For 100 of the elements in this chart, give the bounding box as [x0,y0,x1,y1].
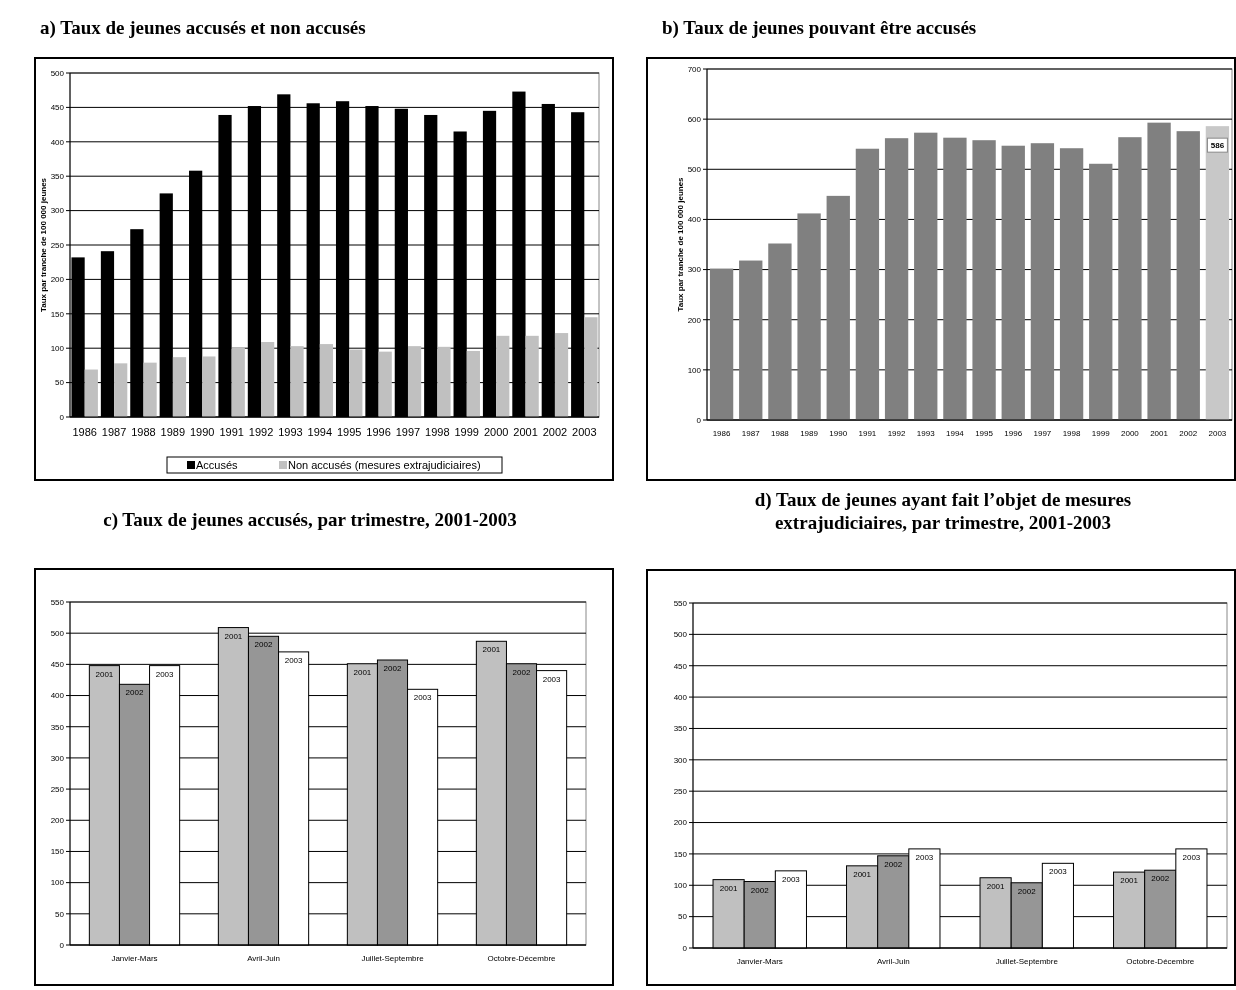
y-tick-label: 450 [673,661,688,671]
series-label: 2001 [95,669,114,679]
text: 2001 [224,631,243,641]
x-tick-label: 1994 [946,429,965,438]
x-tick-label: 2000 [1121,429,1140,438]
y-tick-label: 500 [50,628,65,638]
x-tick-label: 2003 [572,426,597,438]
category-label: 2001 [482,645,501,655]
category-label: 2002 [1017,886,1036,896]
category-label: 2003 [542,674,561,684]
y-tick-label: 450 [50,660,65,670]
x-tick-label: 1993 [278,426,303,438]
x-tick-label: 1987 [741,429,761,438]
legend-label: Accusés [196,459,239,471]
y-tick-label: 450 [50,103,65,113]
y-tick-label: 150 [50,309,65,319]
x-tick-label: 1999 [1091,429,1111,438]
bar [1118,137,1142,420]
x-tick-label: 1989 [160,426,186,438]
x-tick-label: 1988 [771,429,790,438]
bar [972,140,996,420]
category-label: 2003 [915,852,934,862]
y-tick-label: 250 [50,784,65,794]
x-tick-label: 1997 [395,426,421,438]
category-label: 2001 [986,881,1005,891]
chart-title: b) Taux de jeunes pouvant être accusés [662,17,977,39]
bar [855,148,880,420]
y-tick-label: 250 [50,240,65,250]
bar [884,138,909,420]
series-label: 2002 [750,885,770,895]
y-tick-label: 200 [50,816,65,826]
y-tick-label: 150 [673,849,688,859]
y-tick-label: 100 [50,878,65,888]
category-label: 2001 [1120,876,1138,886]
chart-title: c) Taux de jeunes accusés, par trimestre, 2001-2003 [103,509,517,531]
y-tick-label: 550 [673,598,688,608]
legend-label: Non accusés (mesures extrajudiciaires) [288,459,481,471]
x-tick-label: 2003 [1208,429,1227,438]
category-label: 2001 [853,869,871,879]
y-tick-label: 400 [50,691,65,701]
y-tick-label: 500 [687,165,702,175]
bar [768,243,792,420]
category-label: 2002 [512,667,531,677]
text: 2003 [284,655,303,665]
y-tick-label: 0 [696,415,702,425]
y-tick-label: 350 [50,172,65,181]
x-tick-label: Juillet-Septembre [361,954,425,963]
bar [739,260,763,420]
x-tick-label: 1998 [425,426,450,438]
y-tick-label: 350 [50,722,65,732]
y-tick-label: 300 [50,206,65,216]
bar [826,195,850,420]
category-label: 2002 [1151,874,1170,884]
y-tick-label: 50 [55,378,65,388]
x-tick-label: 1998 [1062,429,1082,438]
x-tick-label: 2001 [1150,429,1169,438]
series-label: 2003 [782,874,801,884]
y-tick-label: 200 [687,315,702,325]
x-tick-label: 1987 [101,426,127,438]
y-tick-label: 200 [50,275,65,285]
y-tick-label: 50 [678,912,688,922]
y-tick-label: 100 [50,344,65,353]
x-tick-label: 1992 [887,429,907,438]
bar [1089,163,1113,420]
x-tick-label: 1993 [916,429,936,438]
category-label: 2003 [1182,852,1201,862]
x-tick-label: 1990 [190,426,215,438]
chart-title: d) Taux de jeunes ayant fait l’objet de mesures extrajudiciaires, par trimestre, 2001-2003 [754,489,1132,533]
x-tick-label: 1994 [307,426,333,438]
x-tick-label: Octobre-Décembre [487,954,557,963]
bar [943,137,967,420]
y-tick-label: 0 [682,943,688,953]
category-label: 2003 [1049,867,1067,877]
category-label: 2001 [353,667,372,677]
x-tick-label: 2000 [483,426,509,438]
x-tick-label: 1995 [975,429,994,438]
x-tick-label: 1995 [336,426,362,438]
bar [1205,126,1230,420]
y-tick-label: 400 [687,215,702,225]
y-tick-label: 0 [59,940,65,950]
y-tick-label: 150 [50,847,65,857]
category-label: 2002 [884,859,903,869]
bar [1001,145,1025,420]
y-tick-label: 500 [50,68,65,78]
bar [1030,143,1055,420]
category-label: 2002 [383,664,402,673]
y-tick-label: 100 [687,365,702,375]
series-label: 2002 [125,688,144,698]
x-tick-label: 1999 [454,426,479,438]
y-tick-label: 350 [673,724,688,734]
y-tick-label: 400 [50,137,65,147]
bar [709,268,734,420]
x-tick-label: Janvier-Mars [736,957,783,966]
x-tick-label: 1986 [712,429,732,438]
x-tick-label: Avril-Juin [247,954,280,963]
x-tick-label: 1989 [800,429,819,438]
x-tick-label: Juillet-Septembre [995,957,1059,966]
y-tick-label: 250 [673,786,688,796]
bar [914,132,938,420]
x-tick-label: 1991 [219,426,244,438]
